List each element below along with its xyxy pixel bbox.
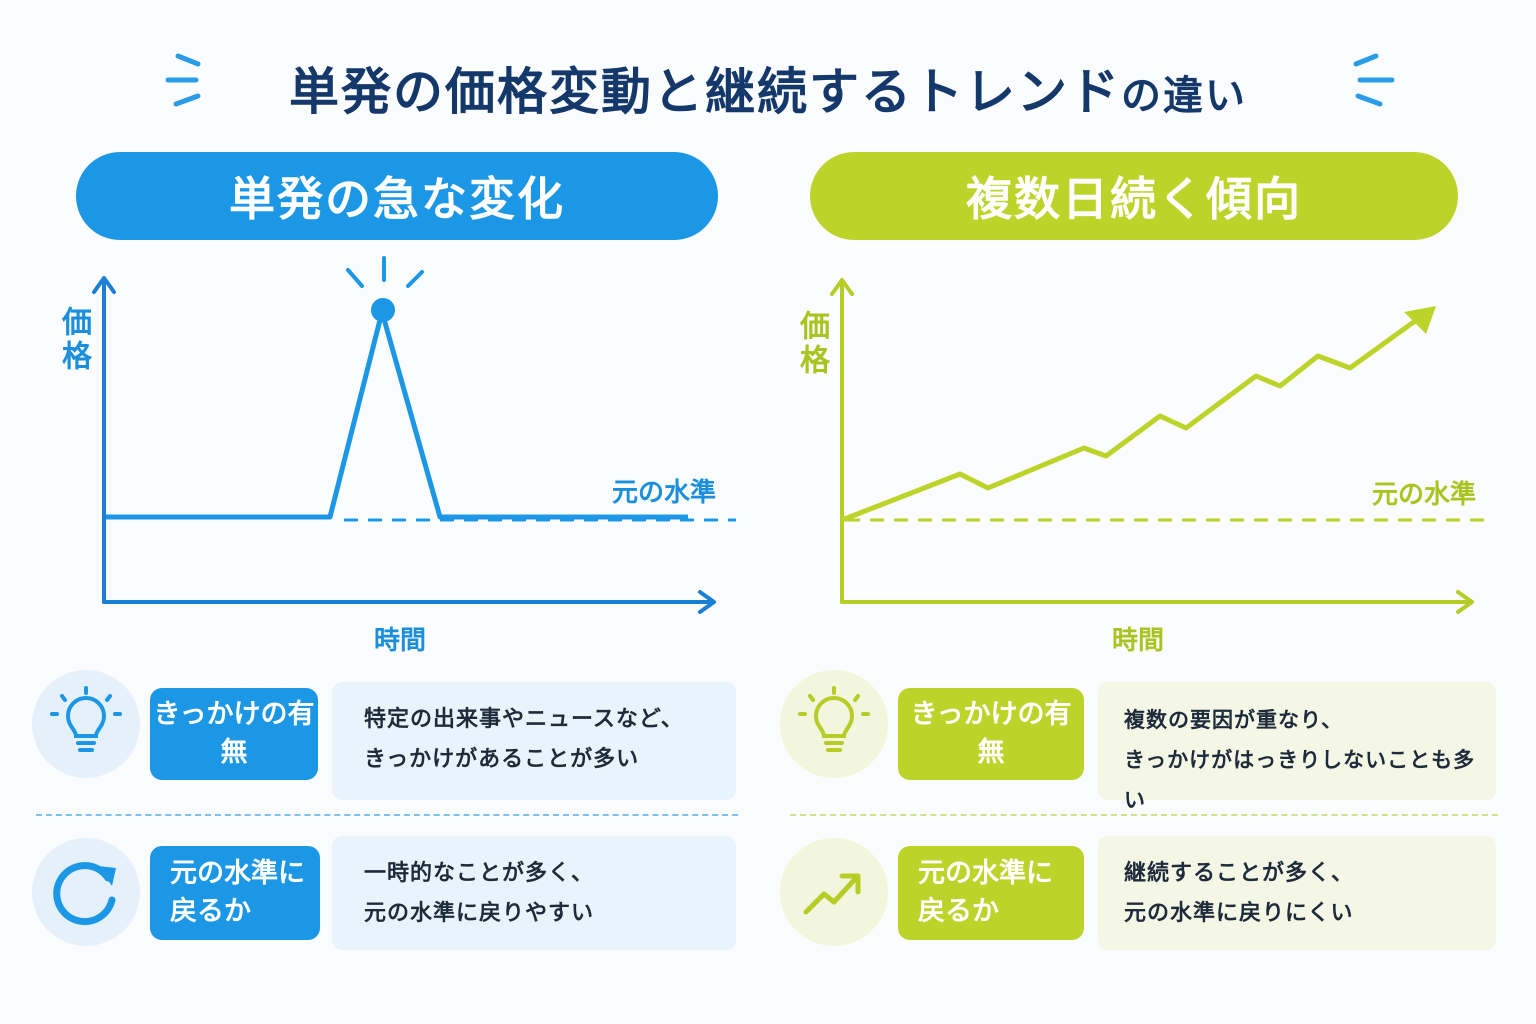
y-axis-arrowhead (830, 278, 854, 296)
left-row-divider (36, 814, 738, 816)
lightbulb-icon (798, 686, 870, 752)
left-level-label: 元の水準 (612, 478, 717, 508)
left-row2-description: 一時的なことが多く、 元の水準に戻りやすい (332, 836, 736, 950)
left-row1-icon-circle (32, 670, 140, 778)
title-main: 単発の価格変動と継続するトレンド (289, 63, 1121, 121)
trend-up-icon (803, 873, 861, 915)
peak-point (371, 298, 395, 322)
right-row2-icon-circle (780, 838, 888, 946)
right-row2-tag: 元の水準に 戻るか (898, 846, 1084, 940)
trend-arrowhead (1404, 306, 1436, 334)
left-y-axis-label: 価格 (56, 306, 91, 374)
peak-burst (346, 256, 424, 288)
x-axis-arrowhead (698, 590, 716, 614)
right-row1-tag: きっかけの有無 (898, 688, 1084, 780)
right-row-divider (790, 814, 1498, 816)
title-suffix: の違い (1121, 73, 1247, 119)
spike-chart (92, 256, 736, 614)
left-x-axis-label: 時間 (374, 626, 427, 656)
right-row1-icon-circle (780, 670, 888, 778)
title-sparkles (165, 53, 1395, 107)
left-row1-tag: きっかけの有無 (150, 688, 318, 780)
right-x-axis-label: 時間 (1112, 626, 1165, 656)
lightbulb-icon (50, 686, 122, 752)
trend-line (841, 313, 1424, 523)
page-title: 単発の価格変動と継続するトレンドの違い (0, 52, 1536, 124)
refresh-icon (53, 862, 116, 926)
right-row2-description: 継続することが多く、 元の水準に戻りにくい (1098, 836, 1496, 950)
right-y-axis-label: 価格 (794, 310, 829, 378)
left-row2-icon-circle (32, 838, 140, 946)
x-axis-arrowhead (1456, 590, 1474, 614)
y-axis-arrowhead (92, 276, 116, 294)
right-level-label: 元の水準 (1372, 480, 1477, 510)
left-row2-tag: 元の水準に 戻るか (150, 846, 320, 940)
left-row1-description: 特定の出来事やニュースなど、 きっかけがあることが多い (332, 682, 736, 800)
left-panel-heading: 単発の急な変化 (76, 152, 718, 240)
right-row1-description: 複数の要因が重なり、 きっかけがはっきりしないことも多い (1098, 682, 1496, 812)
trend-chart (830, 278, 1492, 614)
right-panel-heading: 複数日続く傾向 (810, 152, 1458, 240)
